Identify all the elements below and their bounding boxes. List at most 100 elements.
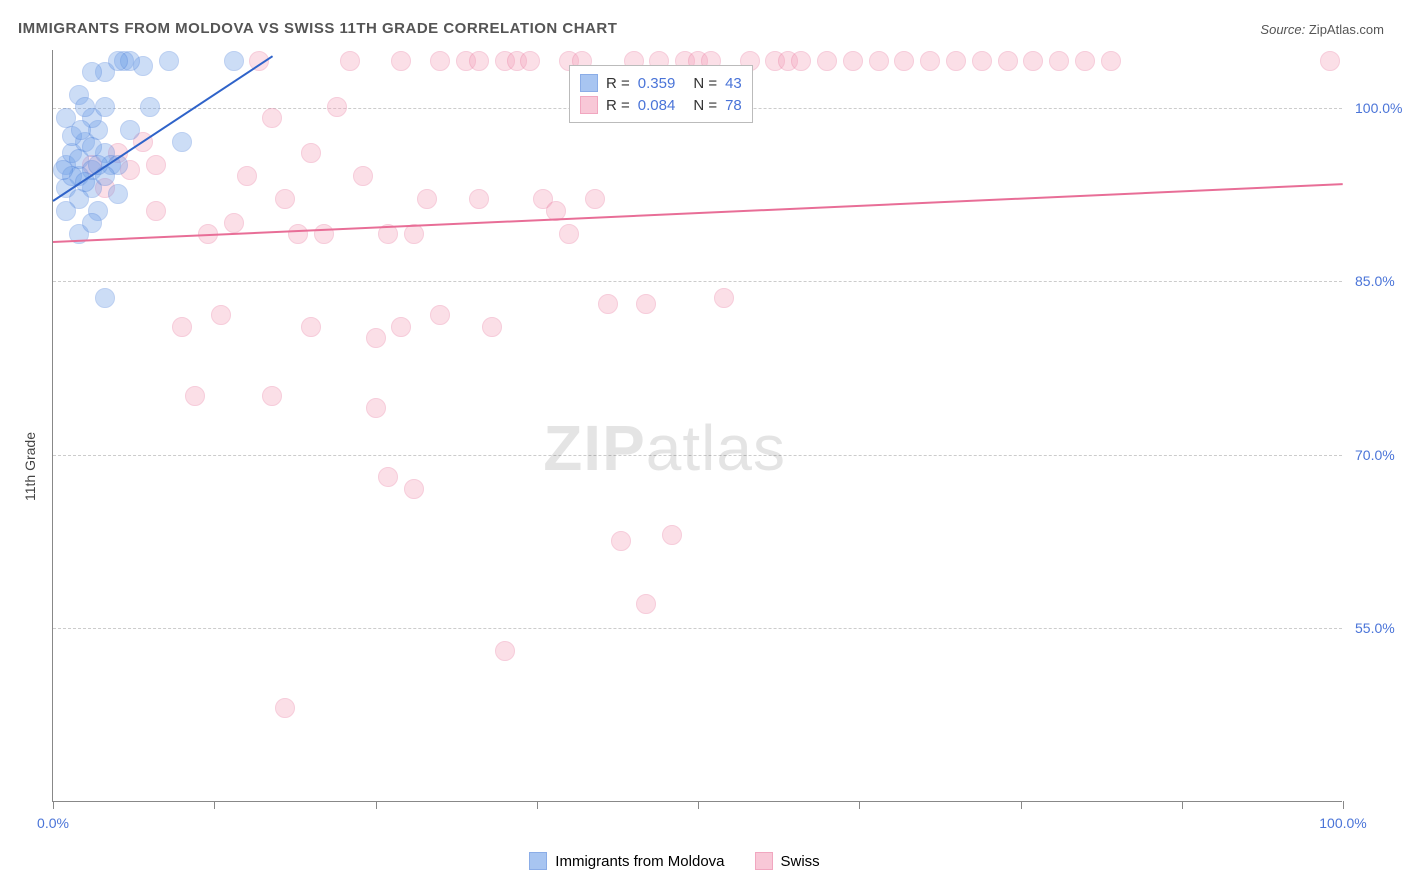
scatter-point — [843, 51, 863, 71]
scatter-point — [314, 224, 334, 244]
scatter-point — [146, 155, 166, 175]
scatter-point — [598, 294, 618, 314]
scatter-point — [172, 132, 192, 152]
scatter-point — [301, 317, 321, 337]
scatter-point — [520, 51, 540, 71]
scatter-point — [894, 51, 914, 71]
scatter-point — [1101, 51, 1121, 71]
source-citation: Source: ZipAtlas.com — [1260, 22, 1384, 37]
scatter-point — [146, 201, 166, 221]
legend-r-value: 0.359 — [638, 75, 676, 92]
scatter-point — [869, 51, 889, 71]
scatter-point — [430, 51, 450, 71]
scatter-point — [353, 166, 373, 186]
scatter-point — [391, 317, 411, 337]
scatter-point — [327, 97, 347, 117]
x-tick — [376, 801, 377, 809]
scatter-point — [95, 97, 115, 117]
scatter-point — [791, 51, 811, 71]
scatter-point — [53, 160, 73, 180]
legend-n-value: 78 — [725, 97, 742, 114]
watermark: ZIPatlas — [543, 411, 786, 485]
scatter-point — [75, 97, 95, 117]
scatter-point — [108, 51, 128, 71]
scatter-point — [224, 213, 244, 233]
x-tick-label: 100.0% — [1319, 815, 1366, 831]
scatter-point — [469, 189, 489, 209]
legend-row: R = 0.359 N = 43 — [580, 72, 742, 94]
scatter-point — [185, 386, 205, 406]
legend-n-label: N = — [693, 75, 717, 92]
scatter-point — [224, 51, 244, 71]
scatter-point — [275, 698, 295, 718]
scatter-point — [366, 328, 386, 348]
legend-swatch — [580, 74, 598, 92]
scatter-point — [972, 51, 992, 71]
scatter-point — [636, 594, 656, 614]
scatter-point — [417, 189, 437, 209]
correlation-legend: R = 0.359 N = 43 R = 0.084 N = 78 — [569, 65, 753, 123]
gridline — [53, 455, 1342, 456]
x-tick — [537, 801, 538, 809]
scatter-point — [920, 51, 940, 71]
scatter-point — [998, 51, 1018, 71]
legend-r-value: 0.084 — [638, 97, 676, 114]
scatter-point — [404, 479, 424, 499]
legend-n-value: 43 — [725, 75, 742, 92]
bottom-legend-item: Immigrants from Moldova — [529, 852, 724, 870]
x-tick — [53, 801, 54, 809]
y-tick-label: 55.0% — [1355, 620, 1395, 636]
scatter-point — [611, 531, 631, 551]
scatter-point — [378, 467, 398, 487]
scatter-point — [82, 62, 102, 82]
legend-swatch — [755, 852, 773, 870]
y-tick-label: 85.0% — [1355, 273, 1395, 289]
gridline — [53, 281, 1342, 282]
scatter-point — [585, 189, 605, 209]
scatter-point — [714, 288, 734, 308]
scatter-point — [366, 398, 386, 418]
legend-n-label: N = — [693, 97, 717, 114]
scatter-point — [108, 184, 128, 204]
scatter-point — [301, 143, 321, 163]
scatter-point — [56, 201, 76, 221]
y-tick-label: 100.0% — [1355, 100, 1402, 116]
scatter-point — [662, 525, 682, 545]
bottom-legend: Immigrants from MoldovaSwiss — [529, 852, 819, 870]
scatter-point — [95, 288, 115, 308]
x-tick — [214, 801, 215, 809]
scatter-point — [159, 51, 179, 71]
scatter-point — [1075, 51, 1095, 71]
x-tick — [859, 801, 860, 809]
legend-r-label: R = — [606, 75, 630, 92]
x-tick — [1021, 801, 1022, 809]
series-label: Immigrants from Moldova — [555, 853, 724, 870]
x-tick-label: 0.0% — [37, 815, 69, 831]
legend-swatch — [580, 96, 598, 114]
y-tick-label: 70.0% — [1355, 447, 1395, 463]
chart-title: IMMIGRANTS FROM MOLDOVA VS SWISS 11TH GR… — [18, 20, 617, 37]
scatter-point — [817, 51, 837, 71]
source-value: ZipAtlas.com — [1309, 22, 1384, 37]
gridline — [53, 628, 1342, 629]
scatter-point — [262, 386, 282, 406]
scatter-point — [1049, 51, 1069, 71]
scatter-point — [120, 120, 140, 140]
scatter-point — [275, 189, 295, 209]
scatter-point — [237, 166, 257, 186]
scatter-point — [211, 305, 231, 325]
plot-area: 55.0%70.0%85.0%100.0%0.0%100.0%ZIPatlasR… — [52, 50, 1342, 802]
legend-r-label: R = — [606, 97, 630, 114]
scatter-point — [140, 97, 160, 117]
scatter-point — [482, 317, 502, 337]
trend-line — [53, 183, 1343, 243]
scatter-point — [469, 51, 489, 71]
scatter-point — [1320, 51, 1340, 71]
scatter-point — [288, 224, 308, 244]
source-label: Source: — [1260, 22, 1305, 37]
scatter-point — [495, 641, 515, 661]
scatter-point — [946, 51, 966, 71]
scatter-point — [71, 120, 91, 140]
scatter-point — [340, 51, 360, 71]
x-tick — [1182, 801, 1183, 809]
